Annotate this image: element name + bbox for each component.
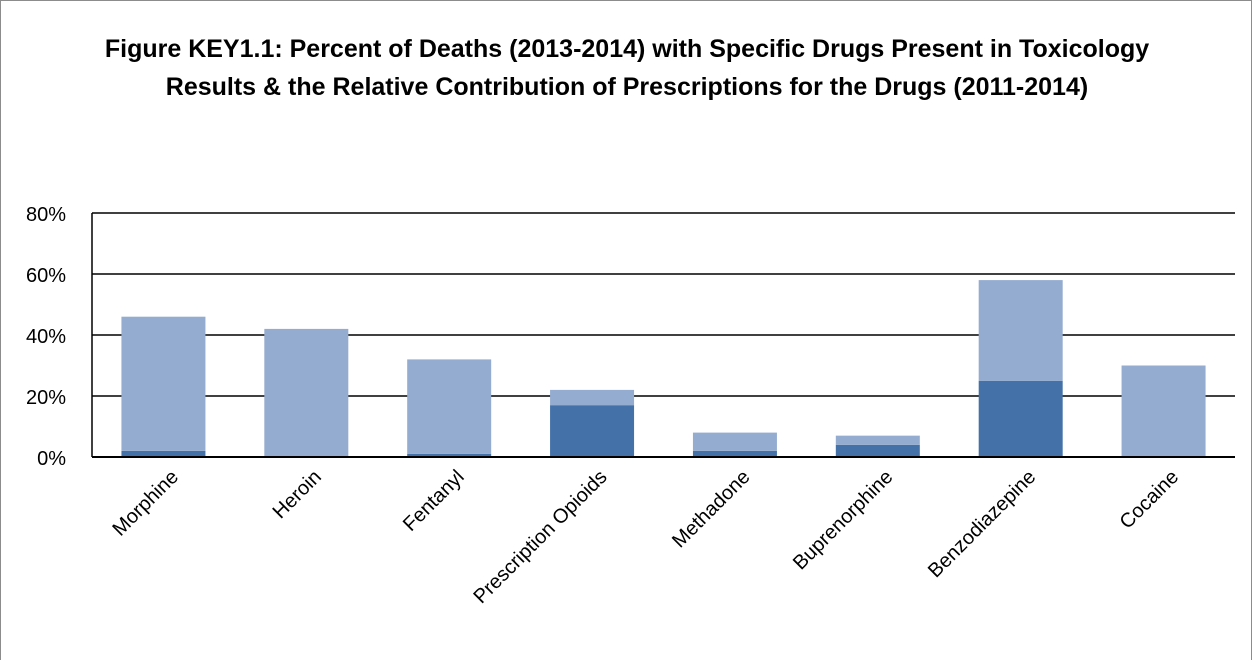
y-tick-label: 60% [26, 265, 66, 287]
bar-fentanyl-segment-1 [407, 453, 492, 457]
grid-layer [92, 212, 1235, 458]
x-tick-labels: Morphine Heroin Fentanyl Prescription Opioi… [108, 466, 1183, 608]
bar-heroin-segment-2 [264, 328, 349, 457]
y-tick-label: 20% [26, 387, 66, 409]
chart-title-line-2: Results & the Relative Contribution of P… [165, 73, 1089, 101]
y-tick-label: 80% [26, 204, 66, 226]
y-tick-label: 40% [26, 326, 66, 348]
bar-benzodiazepine-segment-2 [978, 280, 1063, 381]
x-tick-label: Methadone [668, 466, 754, 552]
bar-morphine-segment-1 [121, 450, 206, 457]
x-tick-label: Buprenorphine [789, 466, 897, 574]
axis-layer [91, 213, 1235, 458]
bar-fentanyl-segment-2 [407, 359, 492, 454]
bar-buprenorphine-segment-2 [835, 435, 920, 445]
x-tick-label: Heroin [269, 466, 326, 523]
bar-layer [121, 280, 1206, 457]
y-tick-labels: 0% 20% 40% 60% 80% [26, 204, 66, 470]
chart-title-line-1: Figure KEY1.1: Percent of Deaths (2013-2… [104, 35, 1150, 63]
bar-morphine-segment-2 [121, 316, 206, 451]
bar-methadone-segment-1 [692, 450, 777, 457]
bar-methadone-segment-2 [692, 432, 777, 451]
x-tick-label: Morphine [108, 466, 183, 541]
bar-cocaine-segment-2 [1121, 365, 1206, 457]
x-tick-label: Cocaine [1116, 466, 1183, 533]
chart-title: Figure KEY1.1: Percent of Deaths (2013-2… [0, 30, 1254, 106]
bar-buprenorphine-segment-1 [835, 444, 920, 457]
bar-benzodiazepine-segment-1 [978, 380, 1063, 457]
x-tick-label: Benzodiazepine [924, 466, 1040, 582]
bar-prescription-opioids-segment-1 [550, 405, 635, 457]
bar-prescription-opioids-segment-2 [550, 389, 635, 406]
x-tick-label: Fentanyl [399, 466, 469, 536]
y-tick-label: 0% [37, 448, 66, 470]
x-tick-label: Prescription Opioids [469, 466, 611, 608]
